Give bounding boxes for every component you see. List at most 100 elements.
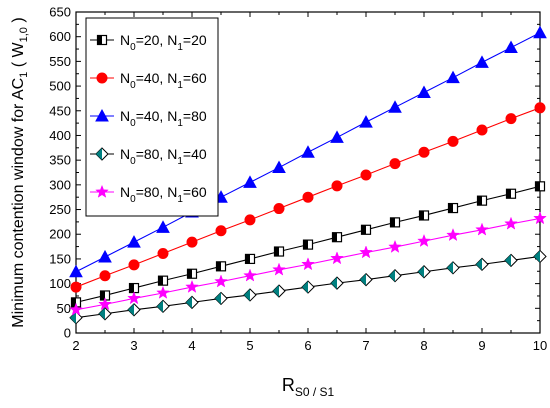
x-tick-label: 2 <box>72 338 79 353</box>
y-axis-title: Minimum contention window for AC1 ( W1,0… <box>10 17 30 327</box>
data-point <box>272 284 286 298</box>
data-point-fill <box>447 261 453 274</box>
data-point-fill <box>97 35 102 45</box>
data-point-fill <box>506 189 511 199</box>
data-point <box>331 232 343 243</box>
data-point-fill <box>244 288 250 301</box>
y-axis-title-part: Minimum contention window for AC <box>10 78 27 328</box>
data-point-fill <box>187 269 192 279</box>
data-point <box>186 268 198 279</box>
data-point <box>156 285 170 299</box>
data-point-fill <box>129 283 134 293</box>
legend-label-part: N <box>120 184 130 200</box>
legend-label: N0=40, N1=80 <box>120 108 207 129</box>
data-point-fill <box>360 273 366 286</box>
data-point <box>273 246 285 257</box>
x-axis-title: RS0 / S1 <box>282 375 335 399</box>
data-point <box>475 257 489 272</box>
data-point-fill <box>70 311 76 324</box>
y-tick-label: 250 <box>49 202 71 217</box>
data-point <box>157 275 169 286</box>
legend-item-3: N0=40, N1=80 <box>90 108 207 129</box>
data-point <box>128 259 140 271</box>
y-tick-label: 0 <box>64 326 71 341</box>
data-point <box>534 181 546 192</box>
data-point <box>418 210 430 221</box>
data-point-fill <box>186 296 192 309</box>
data-point <box>417 233 431 247</box>
legend-label-part: =60 <box>183 70 207 86</box>
y-axis-title-part: W <box>10 41 27 57</box>
data-point <box>330 251 344 265</box>
data-point <box>505 113 517 125</box>
data-point <box>95 147 109 161</box>
y-axis-title-sub: 1,0 <box>18 27 30 42</box>
data-point <box>243 288 257 302</box>
data-point <box>417 265 431 279</box>
data-point <box>156 299 170 314</box>
data-point-fill <box>303 240 308 250</box>
data-point-fill <box>534 250 540 263</box>
data-point <box>388 269 402 283</box>
data-point <box>476 124 488 136</box>
legend-label-part: =40, N <box>136 108 178 124</box>
data-point <box>128 282 140 294</box>
data-point <box>215 225 227 237</box>
data-point <box>388 100 402 113</box>
data-point <box>301 280 315 294</box>
x-tick-label: 6 <box>304 338 311 353</box>
y-tick-label: 300 <box>49 177 71 192</box>
data-point <box>330 130 344 143</box>
data-point <box>156 220 170 233</box>
data-point <box>360 169 372 181</box>
data-point <box>533 249 547 264</box>
data-point <box>95 108 109 122</box>
data-point <box>301 257 315 271</box>
data-point <box>331 180 343 192</box>
data-point <box>504 40 518 54</box>
data-point <box>98 297 112 311</box>
legend-label-part: =60 <box>183 184 207 200</box>
data-point <box>214 291 228 306</box>
data-point-fill <box>331 277 337 290</box>
data-point <box>95 184 109 198</box>
series-2 <box>70 102 546 293</box>
data-point-fill <box>96 148 102 160</box>
data-point <box>127 303 141 317</box>
data-point <box>127 291 141 305</box>
x-tick-label: 4 <box>188 338 195 353</box>
data-point <box>389 217 401 228</box>
legend-label-sub: 0 <box>130 156 136 167</box>
data-point <box>69 264 83 278</box>
data-point-fill <box>418 265 424 278</box>
data-point <box>476 195 488 206</box>
data-point <box>330 276 344 290</box>
data-point-fill <box>390 217 395 227</box>
data-point <box>446 261 460 275</box>
legend-label-part: =80, N <box>136 146 178 162</box>
data-point-fill <box>476 258 482 271</box>
data-point-fill <box>71 297 76 307</box>
data-point-fill <box>216 261 221 271</box>
data-point <box>96 72 108 84</box>
legend-item-2: N0=40, N1=60 <box>90 70 207 91</box>
legend-label-part: N <box>120 108 130 124</box>
y-tick-label: 350 <box>49 153 71 168</box>
y-tick-label: 150 <box>49 251 71 266</box>
y-tick-label: 600 <box>49 29 71 44</box>
y-tick-label: 450 <box>49 103 71 118</box>
legend-item-4: N0=80, N1=40 <box>90 146 207 167</box>
data-point <box>243 175 257 188</box>
data-point <box>96 34 108 46</box>
data-point <box>533 211 547 225</box>
x-axis-title-main: R <box>282 375 295 395</box>
data-point-fill <box>535 181 540 191</box>
data-point <box>447 135 459 147</box>
y-tick-label: 500 <box>49 79 71 94</box>
data-point <box>215 261 227 272</box>
data-point <box>98 249 112 263</box>
data-point <box>533 25 547 39</box>
data-point <box>388 239 402 253</box>
data-point <box>360 224 372 235</box>
data-point <box>243 268 257 282</box>
